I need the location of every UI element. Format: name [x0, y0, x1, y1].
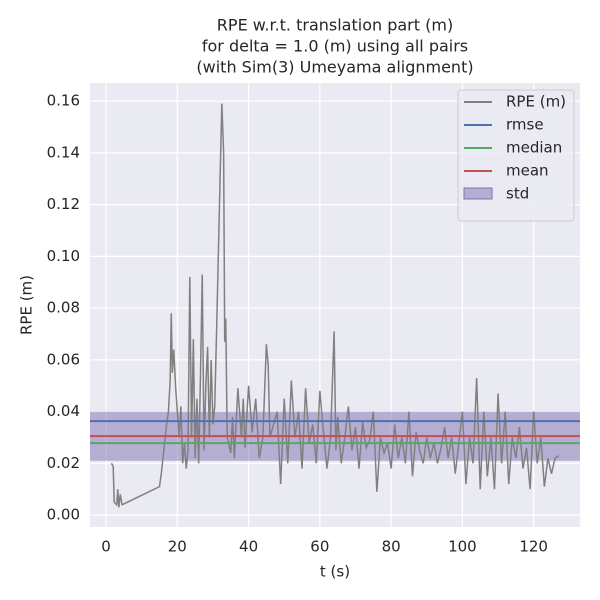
legend-label: RPE (m) [506, 93, 566, 111]
y-tick-label: 0.10 [47, 247, 80, 265]
x-tick-label: 100 [448, 538, 477, 556]
chart-title: for delta = 1.0 (m) using all pairs [202, 37, 468, 56]
legend-label: rmse [506, 116, 544, 134]
x-tick-label: 120 [519, 538, 548, 556]
legend-label: std [506, 185, 529, 203]
y-tick-label: 0.14 [47, 143, 80, 161]
y-tick-label: 0.02 [47, 454, 80, 472]
x-tick-label: 40 [239, 538, 258, 556]
x-tick-label: 20 [168, 538, 187, 556]
legend-label: median [506, 139, 562, 157]
y-tick-label: 0.08 [47, 299, 80, 317]
chart-title: RPE w.r.t. translation part (m) [217, 16, 453, 35]
x-tick-label: 80 [382, 538, 401, 556]
chart-title: (with Sim(3) Umeyama alignment) [196, 58, 473, 77]
legend-swatch [463, 187, 493, 200]
y-tick-label: 0.12 [47, 195, 80, 213]
y-tick-label: 0.06 [47, 350, 80, 368]
y-tick-label: 0.04 [47, 402, 80, 420]
x-tick-label: 60 [310, 538, 329, 556]
y-tick-label: 0.16 [47, 92, 80, 110]
y-axis-label: RPE (m) [18, 275, 36, 335]
x-tick-label: 0 [101, 538, 111, 556]
legend-label: mean [506, 162, 549, 180]
y-tick-label: 0.00 [47, 506, 80, 524]
rpe-line [110, 103, 560, 508]
x-axis-label: t (s) [320, 563, 350, 581]
